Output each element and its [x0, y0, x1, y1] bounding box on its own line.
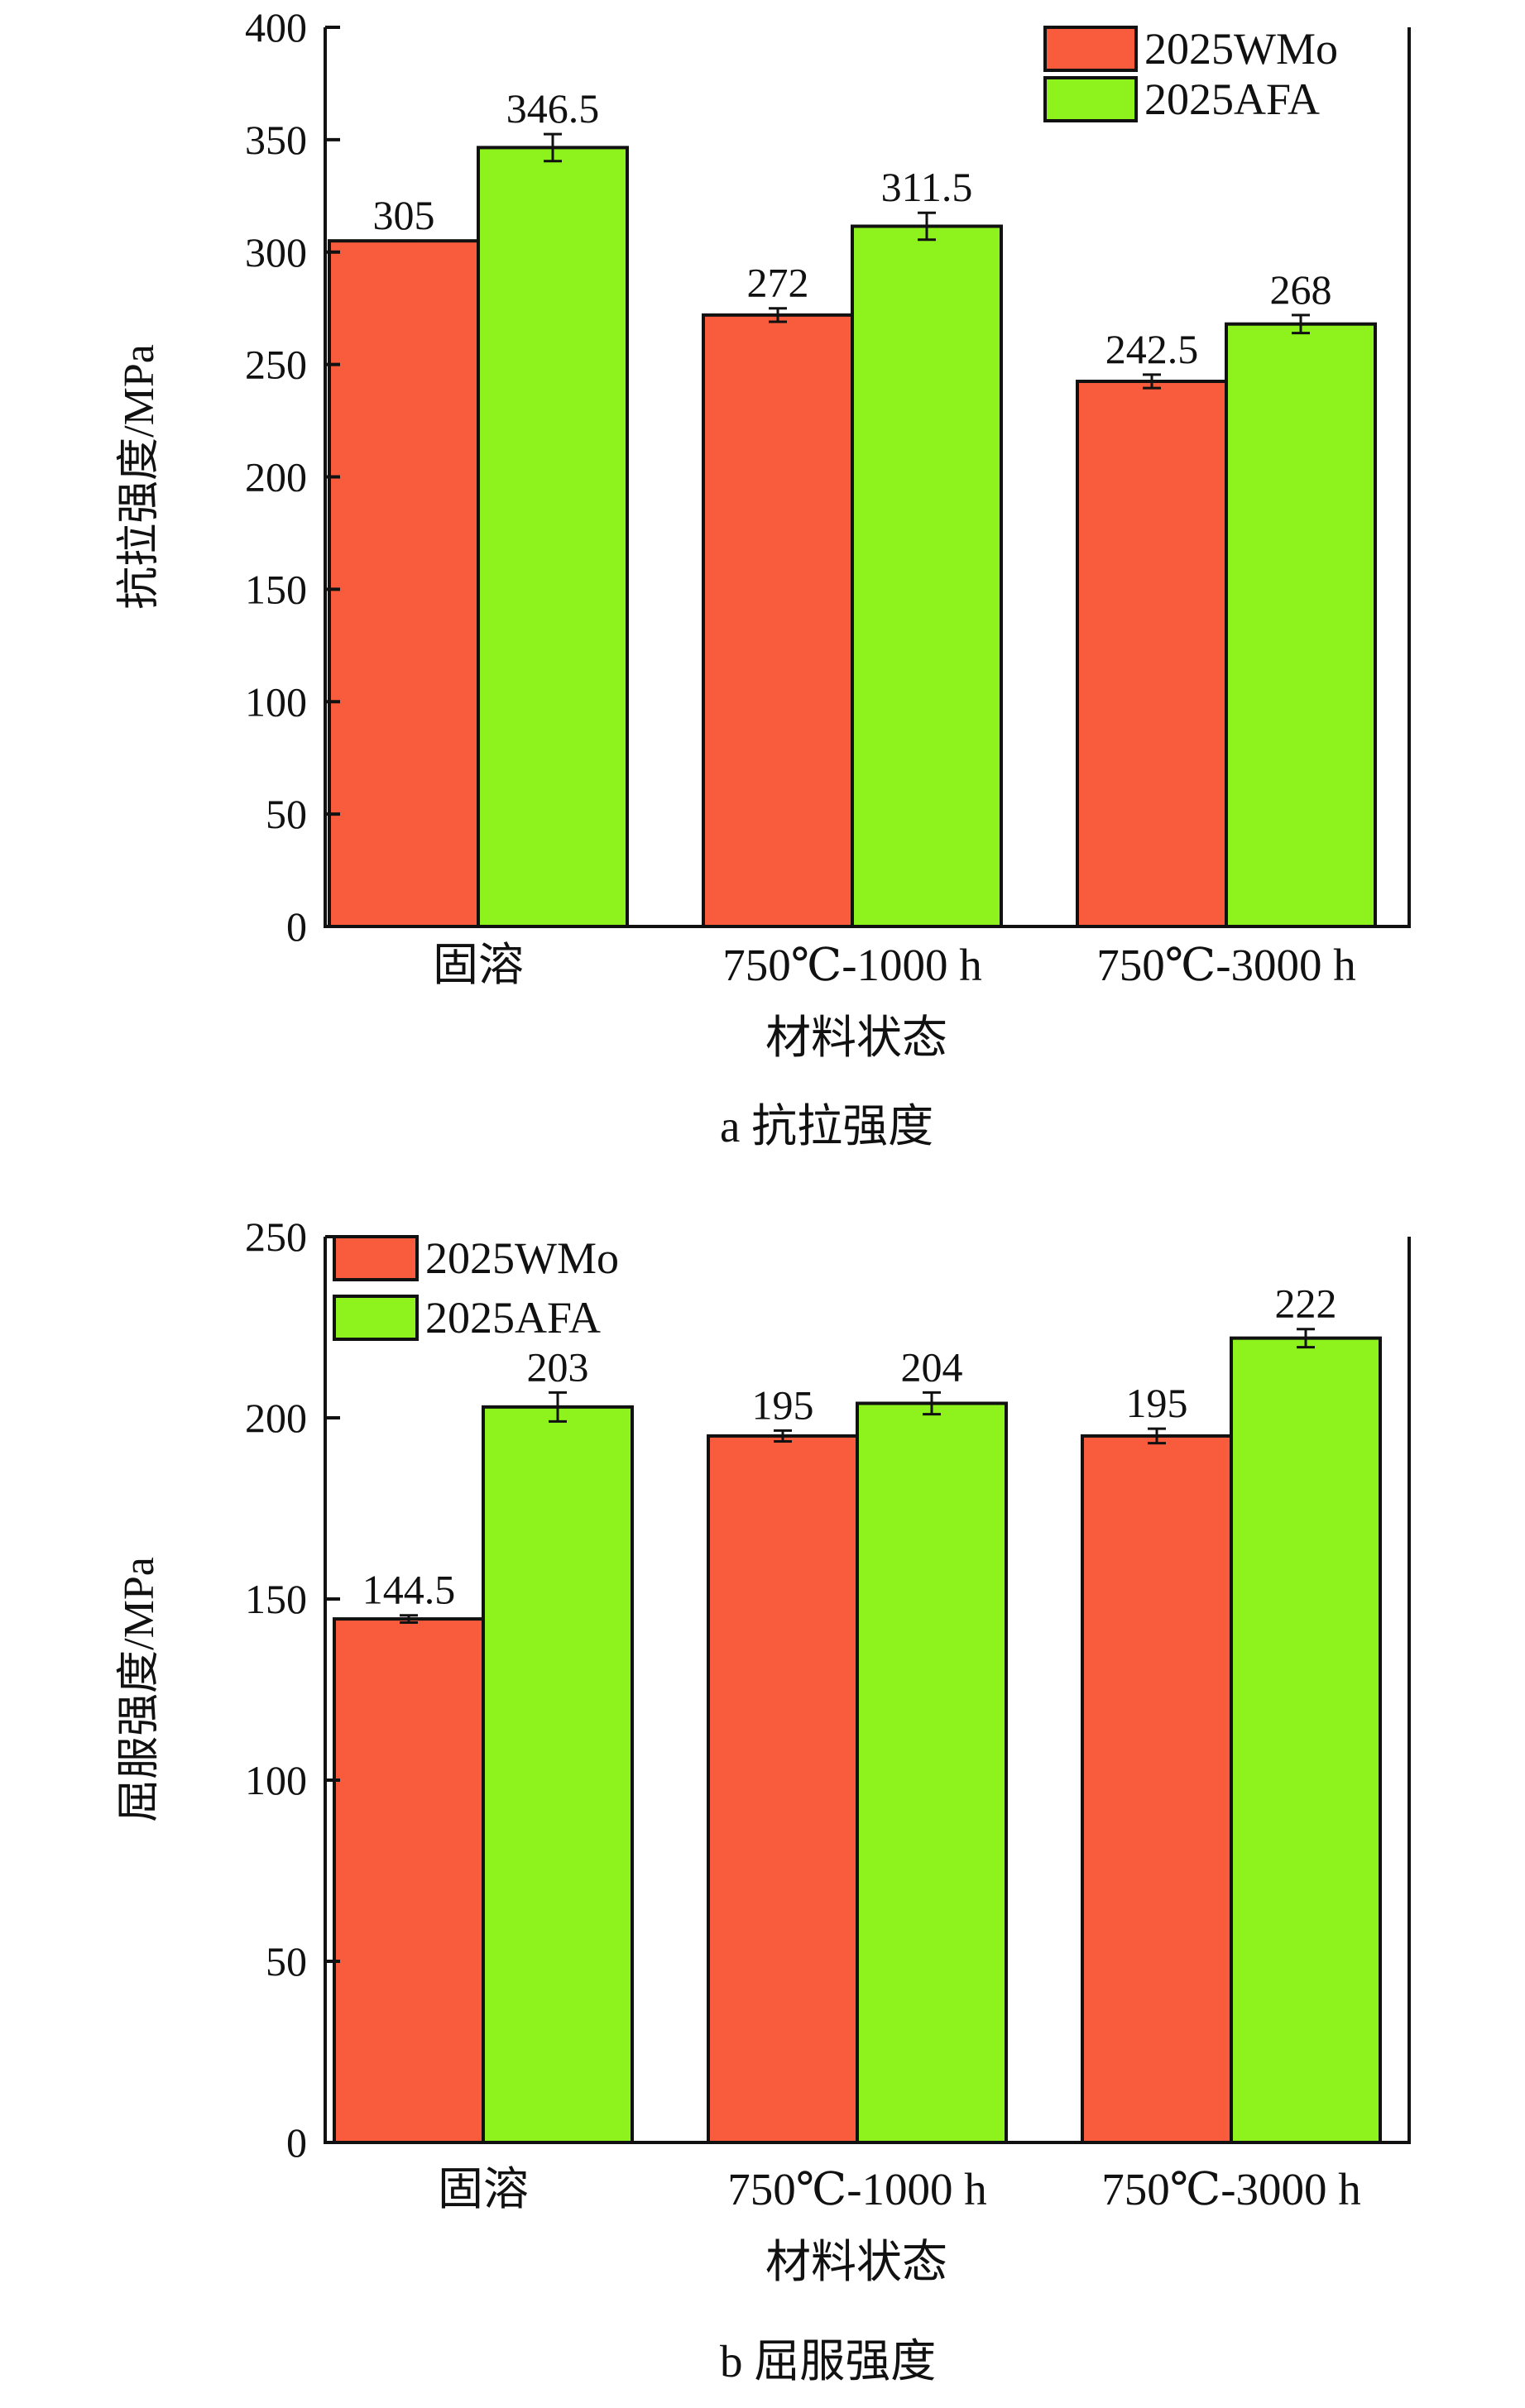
bar-2025afa-1	[851, 224, 1003, 928]
x-axis-title: 材料状态	[765, 2237, 947, 2287]
data-label: 144.5	[362, 1567, 456, 1613]
data-label: 242.5	[1105, 326, 1199, 372]
x-tick-label: 750℃-1000 h	[722, 940, 982, 990]
y-tick-label: 350	[245, 117, 307, 163]
y-tick-label: 400	[245, 4, 307, 50]
y-tick-label: 50	[266, 1938, 307, 1984]
data-label: 204	[901, 1343, 963, 1390]
y-tick-label: 250	[245, 342, 307, 388]
legend-swatch-2025afa	[333, 1295, 419, 1341]
legend-swatch-2025wmo	[333, 1235, 419, 1281]
x-axis-title: 材料状态	[765, 1013, 947, 1063]
x-tick-label: 750℃-3000 h	[1101, 2164, 1361, 2214]
data-label: 346.5	[506, 85, 600, 132]
x-tick-label: 固溶	[433, 940, 524, 990]
bar-2025wmo-1	[707, 1434, 859, 2144]
bar-2025wmo-2	[1081, 1434, 1233, 2144]
bar-2025wmo-2	[1076, 380, 1228, 929]
figure-caption: a 抗拉强度	[720, 1101, 933, 1151]
y-tick-label: 150	[245, 1576, 307, 1622]
legend-label: 2025WMo	[425, 1233, 619, 1283]
legend-label: 2025AFA	[425, 1293, 601, 1343]
y-tick-label: 0	[286, 903, 307, 950]
data-label: 272	[747, 260, 809, 306]
bar-2025afa-2	[1225, 322, 1377, 928]
x-tick-label: 750℃-3000 h	[1096, 940, 1356, 990]
figure-caption: b 屈服强度	[720, 2336, 936, 2386]
y-tick-label: 150	[245, 566, 307, 612]
x-tick-label: 固溶	[438, 2164, 529, 2214]
data-label: 268	[1270, 266, 1332, 313]
bar-2025afa-0	[477, 146, 629, 929]
data-label: 311.5	[881, 164, 973, 210]
bar-2025wmo-1	[702, 313, 854, 928]
legend-label: 2025AFA	[1144, 74, 1320, 124]
y-axis-title: 屈服强度/MPa	[116, 1557, 163, 1822]
data-label: 203	[527, 1343, 589, 1390]
bar-2025afa-2	[1230, 1336, 1382, 2144]
data-label: 195	[1126, 1380, 1188, 1426]
bar-2025wmo-0	[328, 239, 480, 929]
y-tick-label: 200	[245, 454, 307, 500]
data-label: 222	[1275, 1281, 1337, 1327]
y-axis-title: 抗拉强度/MPa	[116, 344, 163, 610]
y-tick-label: 200	[245, 1395, 307, 1441]
y-tick-label: 250	[245, 1214, 307, 1260]
bar-2025wmo-0	[333, 1617, 485, 2144]
legend-swatch-2025afa	[1043, 76, 1138, 122]
legend-label: 2025WMo	[1144, 24, 1338, 74]
y-tick-label: 100	[245, 678, 307, 725]
y-tick-label: 0	[286, 2119, 307, 2166]
x-tick-label: 750℃-1000 h	[727, 2164, 987, 2214]
y-tick-label: 100	[245, 1757, 307, 1803]
y-tick-label: 300	[245, 229, 307, 275]
y-tick-label: 50	[266, 791, 307, 837]
bar-2025afa-1	[856, 1401, 1008, 2144]
data-label: 195	[752, 1381, 814, 1428]
bar-2025afa-0	[482, 1405, 634, 2144]
legend-swatch-2025wmo	[1043, 26, 1138, 72]
data-label: 305	[373, 192, 435, 238]
